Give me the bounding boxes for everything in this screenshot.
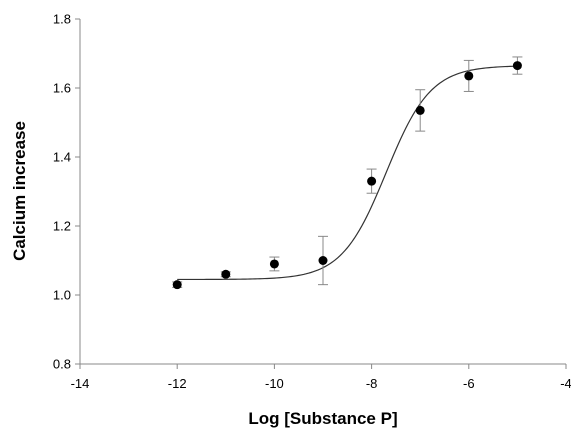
data-point xyxy=(269,259,279,269)
y-tick-label: 0.8 xyxy=(53,357,71,372)
x-tick-label: -12 xyxy=(168,376,187,391)
data-point xyxy=(172,280,182,290)
data-point xyxy=(464,71,474,81)
data-point-layer xyxy=(172,61,522,290)
x-tick-label: -14 xyxy=(71,376,90,391)
fit-curve-layer xyxy=(177,65,518,281)
x-axis-title: Log [Substance P] xyxy=(248,409,397,428)
y-axis: 0.8 1.0 1.2 1.4 1.6 1.8 xyxy=(53,12,81,372)
error-bar-layer xyxy=(172,56,523,288)
y-tick-label: 1.8 xyxy=(53,12,71,27)
x-axis: -14 -12 -10 -8 -6 -4 xyxy=(71,363,571,391)
y-tick-label: 1.0 xyxy=(53,288,71,303)
data-point xyxy=(318,256,328,265)
x-tick-label: -8 xyxy=(366,376,378,391)
x-tick-label: -10 xyxy=(265,376,284,391)
y-tick-label: 1.6 xyxy=(53,81,71,96)
y-tick-label: 1.2 xyxy=(53,219,71,234)
x-tick-label: -4 xyxy=(560,376,571,391)
y-tick-label: 1.4 xyxy=(53,150,71,165)
data-point xyxy=(367,176,377,186)
data-point xyxy=(221,269,231,279)
x-tick-label: -6 xyxy=(463,376,475,391)
data-point xyxy=(512,61,522,71)
fit-curve-line xyxy=(177,65,518,281)
y-axis-title: Calcium increase xyxy=(10,121,29,261)
data-point xyxy=(415,105,425,115)
